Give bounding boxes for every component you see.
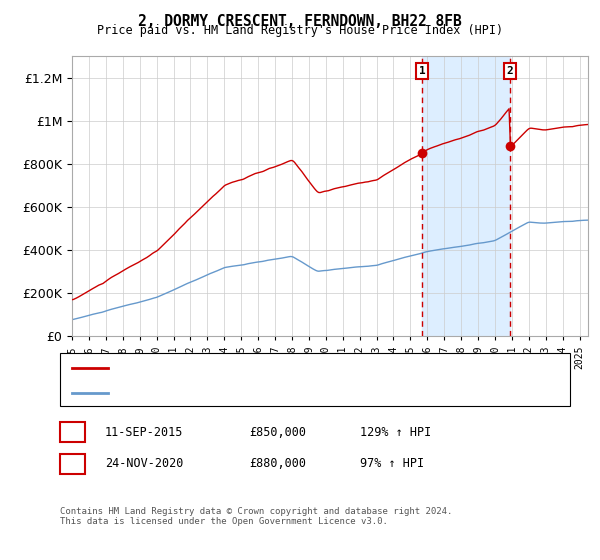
Text: 1: 1 bbox=[69, 426, 76, 439]
Bar bbox=[422, 56, 510, 336]
Text: HPI: Average price, detached house, Dorset: HPI: Average price, detached house, Dors… bbox=[117, 388, 380, 398]
Text: 1: 1 bbox=[419, 66, 425, 76]
Text: Price paid vs. HM Land Registry's House Price Index (HPI): Price paid vs. HM Land Registry's House … bbox=[97, 24, 503, 36]
Text: 2, DORMY CRESCENT, FERNDOWN, BH22 8FB (detached house): 2, DORMY CRESCENT, FERNDOWN, BH22 8FB (d… bbox=[117, 363, 455, 373]
Text: 2: 2 bbox=[507, 66, 514, 76]
Text: 2, DORMY CRESCENT, FERNDOWN, BH22 8FB: 2, DORMY CRESCENT, FERNDOWN, BH22 8FB bbox=[138, 14, 462, 29]
Text: Contains HM Land Registry data © Crown copyright and database right 2024.
This d: Contains HM Land Registry data © Crown c… bbox=[60, 507, 452, 526]
Text: 24-NOV-2020: 24-NOV-2020 bbox=[105, 457, 184, 470]
Text: 129% ↑ HPI: 129% ↑ HPI bbox=[360, 426, 431, 439]
Text: £850,000: £850,000 bbox=[249, 426, 306, 439]
Text: 2: 2 bbox=[69, 457, 76, 470]
Text: 11-SEP-2015: 11-SEP-2015 bbox=[105, 426, 184, 439]
Text: 97% ↑ HPI: 97% ↑ HPI bbox=[360, 457, 424, 470]
Text: £880,000: £880,000 bbox=[249, 457, 306, 470]
